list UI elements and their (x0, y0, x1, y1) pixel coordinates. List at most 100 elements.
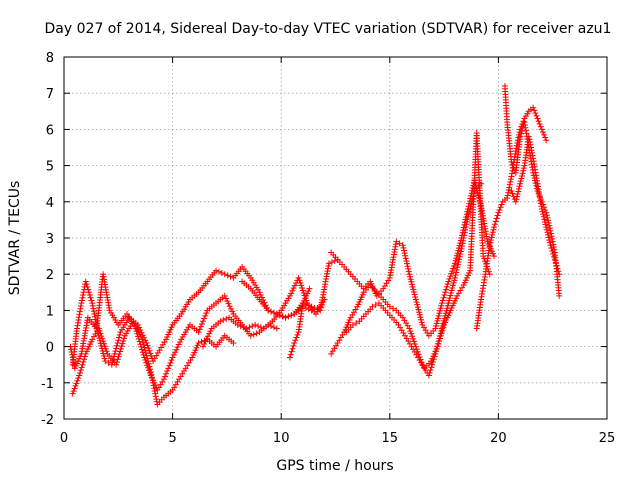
data-point-interp (457, 237, 464, 244)
data-point-interp (405, 268, 412, 275)
data-point-interp (407, 276, 414, 283)
data-point-interp (142, 349, 149, 356)
data-point (406, 271, 413, 278)
data-point-interp (285, 313, 292, 320)
data-point (291, 339, 298, 346)
data-point-interp (148, 371, 155, 378)
data-point-interp (456, 242, 463, 249)
data-point-interp (227, 305, 234, 312)
data-point-interp (429, 361, 436, 368)
data-point-interp (448, 287, 455, 294)
data-point-interp (427, 367, 434, 374)
data-point (325, 260, 332, 267)
y-tick-label: 6 (46, 123, 54, 138)
data-point (195, 329, 202, 336)
data-point-interp (197, 323, 204, 330)
data-point-interp (453, 252, 460, 259)
data-point-interp (289, 287, 296, 294)
data-point-interp (492, 218, 499, 225)
data-point-interp (462, 219, 469, 226)
data-point-interp (434, 317, 441, 324)
data-point-interp (466, 198, 473, 205)
data-point-interp (462, 216, 469, 223)
data-point-interp (438, 330, 445, 337)
data-point-interp (226, 303, 233, 310)
data-point-interp (198, 320, 205, 327)
data-point-interp (175, 341, 182, 348)
data-point-interp (402, 252, 409, 259)
data-point-interp (299, 287, 306, 294)
data-point-interp (114, 356, 121, 363)
data-point (425, 372, 432, 379)
data-point-interp (542, 134, 549, 141)
x-tick-label: 0 (60, 431, 68, 446)
data-point-interp (224, 298, 231, 305)
data-point-interp (222, 295, 229, 302)
data-point-interp (101, 343, 108, 350)
data-point-interp (116, 351, 123, 358)
data-point-interp (268, 323, 275, 330)
data-point-interp (455, 259, 462, 266)
data-point-interp (91, 313, 98, 320)
y-tick-label: 7 (46, 87, 54, 102)
data-point-interp (223, 315, 230, 322)
data-point-interp (121, 335, 128, 342)
data-point-interp (415, 306, 422, 313)
data-point-interp (170, 351, 177, 358)
data-point-interp (91, 311, 98, 318)
data-point-interp (68, 349, 75, 356)
data-point-interp (268, 308, 275, 315)
data-point-interp (146, 363, 153, 370)
data-point (464, 206, 471, 213)
data-point-interp (532, 110, 539, 117)
data-point-interp (531, 107, 538, 114)
data-point (551, 256, 558, 263)
data-point-interp (206, 330, 213, 337)
data-point-interp (270, 324, 277, 331)
data-point-interp (437, 305, 444, 312)
data-point-interp (454, 264, 461, 271)
y-tick-label: 4 (46, 196, 54, 211)
data-point-interp (435, 312, 442, 319)
data-point-interp (331, 257, 338, 264)
data-point-interp (545, 231, 552, 238)
data-point-interp (287, 351, 294, 358)
data-point (195, 339, 202, 346)
data-point-interp (506, 181, 513, 188)
data-point-interp (69, 354, 76, 361)
data-point-interp (515, 185, 522, 192)
data-point-interp (541, 216, 548, 223)
data-point-interp (507, 178, 514, 185)
data-point (256, 289, 263, 296)
data-point-interp (73, 380, 80, 387)
data-point (547, 242, 554, 249)
data-point (512, 198, 519, 205)
data-point-interp (535, 118, 542, 125)
data-point-interp (456, 253, 463, 260)
data-point-interp (416, 309, 423, 316)
data-point-interp (457, 251, 464, 258)
data-point-interp (294, 331, 301, 338)
data-point (213, 267, 220, 274)
data-point-interp (404, 263, 411, 270)
data-point-interp (302, 301, 309, 308)
data-point-interp (440, 294, 447, 301)
data-point-interp (262, 302, 269, 309)
data-point-interp (250, 331, 257, 338)
data-point-interp (113, 342, 120, 349)
data-point-interp (132, 323, 139, 330)
data-point-interp (544, 214, 551, 221)
data-point-interp (168, 357, 175, 364)
data-point (95, 325, 102, 332)
data-point-interp (152, 390, 159, 397)
data-point-interp (450, 282, 457, 289)
data-point-interp (494, 212, 501, 219)
data-point (169, 354, 176, 361)
data-point-interp (215, 268, 222, 275)
data-point-interp (527, 141, 534, 148)
data-point-interp (79, 294, 86, 301)
y-tick-label: 0 (46, 341, 54, 356)
data-point-interp (555, 268, 562, 275)
data-point-interp (299, 284, 306, 291)
data-point (386, 303, 393, 310)
